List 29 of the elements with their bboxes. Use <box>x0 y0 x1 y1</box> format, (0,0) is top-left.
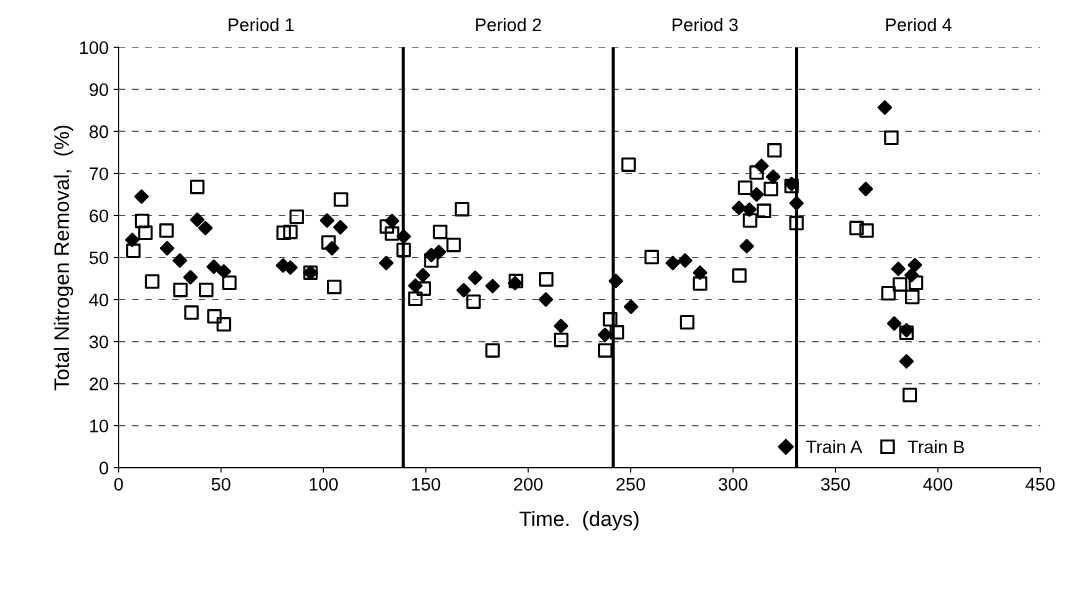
text: Period 2 <box>476 17 541 32</box>
x-tick-label: 400 <box>923 477 953 491</box>
x-tick-label: 250 <box>616 477 645 491</box>
y-tick-label: 10 <box>90 419 109 433</box>
legend-label: Train B <box>907 440 964 454</box>
text: Period 1 <box>228 17 294 32</box>
y-tick-label: 70 <box>89 167 109 181</box>
x-tick-label: 50 <box>211 477 231 491</box>
y-tick-label: 100 <box>80 41 109 55</box>
x-tick-label: 300 <box>718 477 748 491</box>
x-tick-label: 200 <box>514 477 543 491</box>
y-tick-label: 20 <box>89 377 109 391</box>
y-axis-title: Total Nitrogen Removal, (%) <box>53 125 74 391</box>
text: Period 3 <box>672 17 738 32</box>
y-tick-label: 30 <box>89 335 109 349</box>
y-tick-label: 0 <box>99 461 109 475</box>
y-tick-label: 40 <box>89 293 109 307</box>
x-tick-label: 350 <box>821 477 850 491</box>
x-tick-label: 450 <box>1025 477 1055 491</box>
y-tick-label: 80 <box>89 125 109 139</box>
x-tick-label: 100 <box>309 477 338 491</box>
legend-label: Train A <box>806 440 863 454</box>
y-tick-label: 90 <box>89 83 109 97</box>
y-tick-label: 50 <box>89 251 109 265</box>
y-tick-label: 60 <box>89 209 109 223</box>
x-tick-label: 150 <box>412 477 441 491</box>
text: Period 4 <box>886 17 952 32</box>
x-tick-label: 0 <box>114 477 123 491</box>
x-axis-title: Time. (days) <box>519 510 639 531</box>
